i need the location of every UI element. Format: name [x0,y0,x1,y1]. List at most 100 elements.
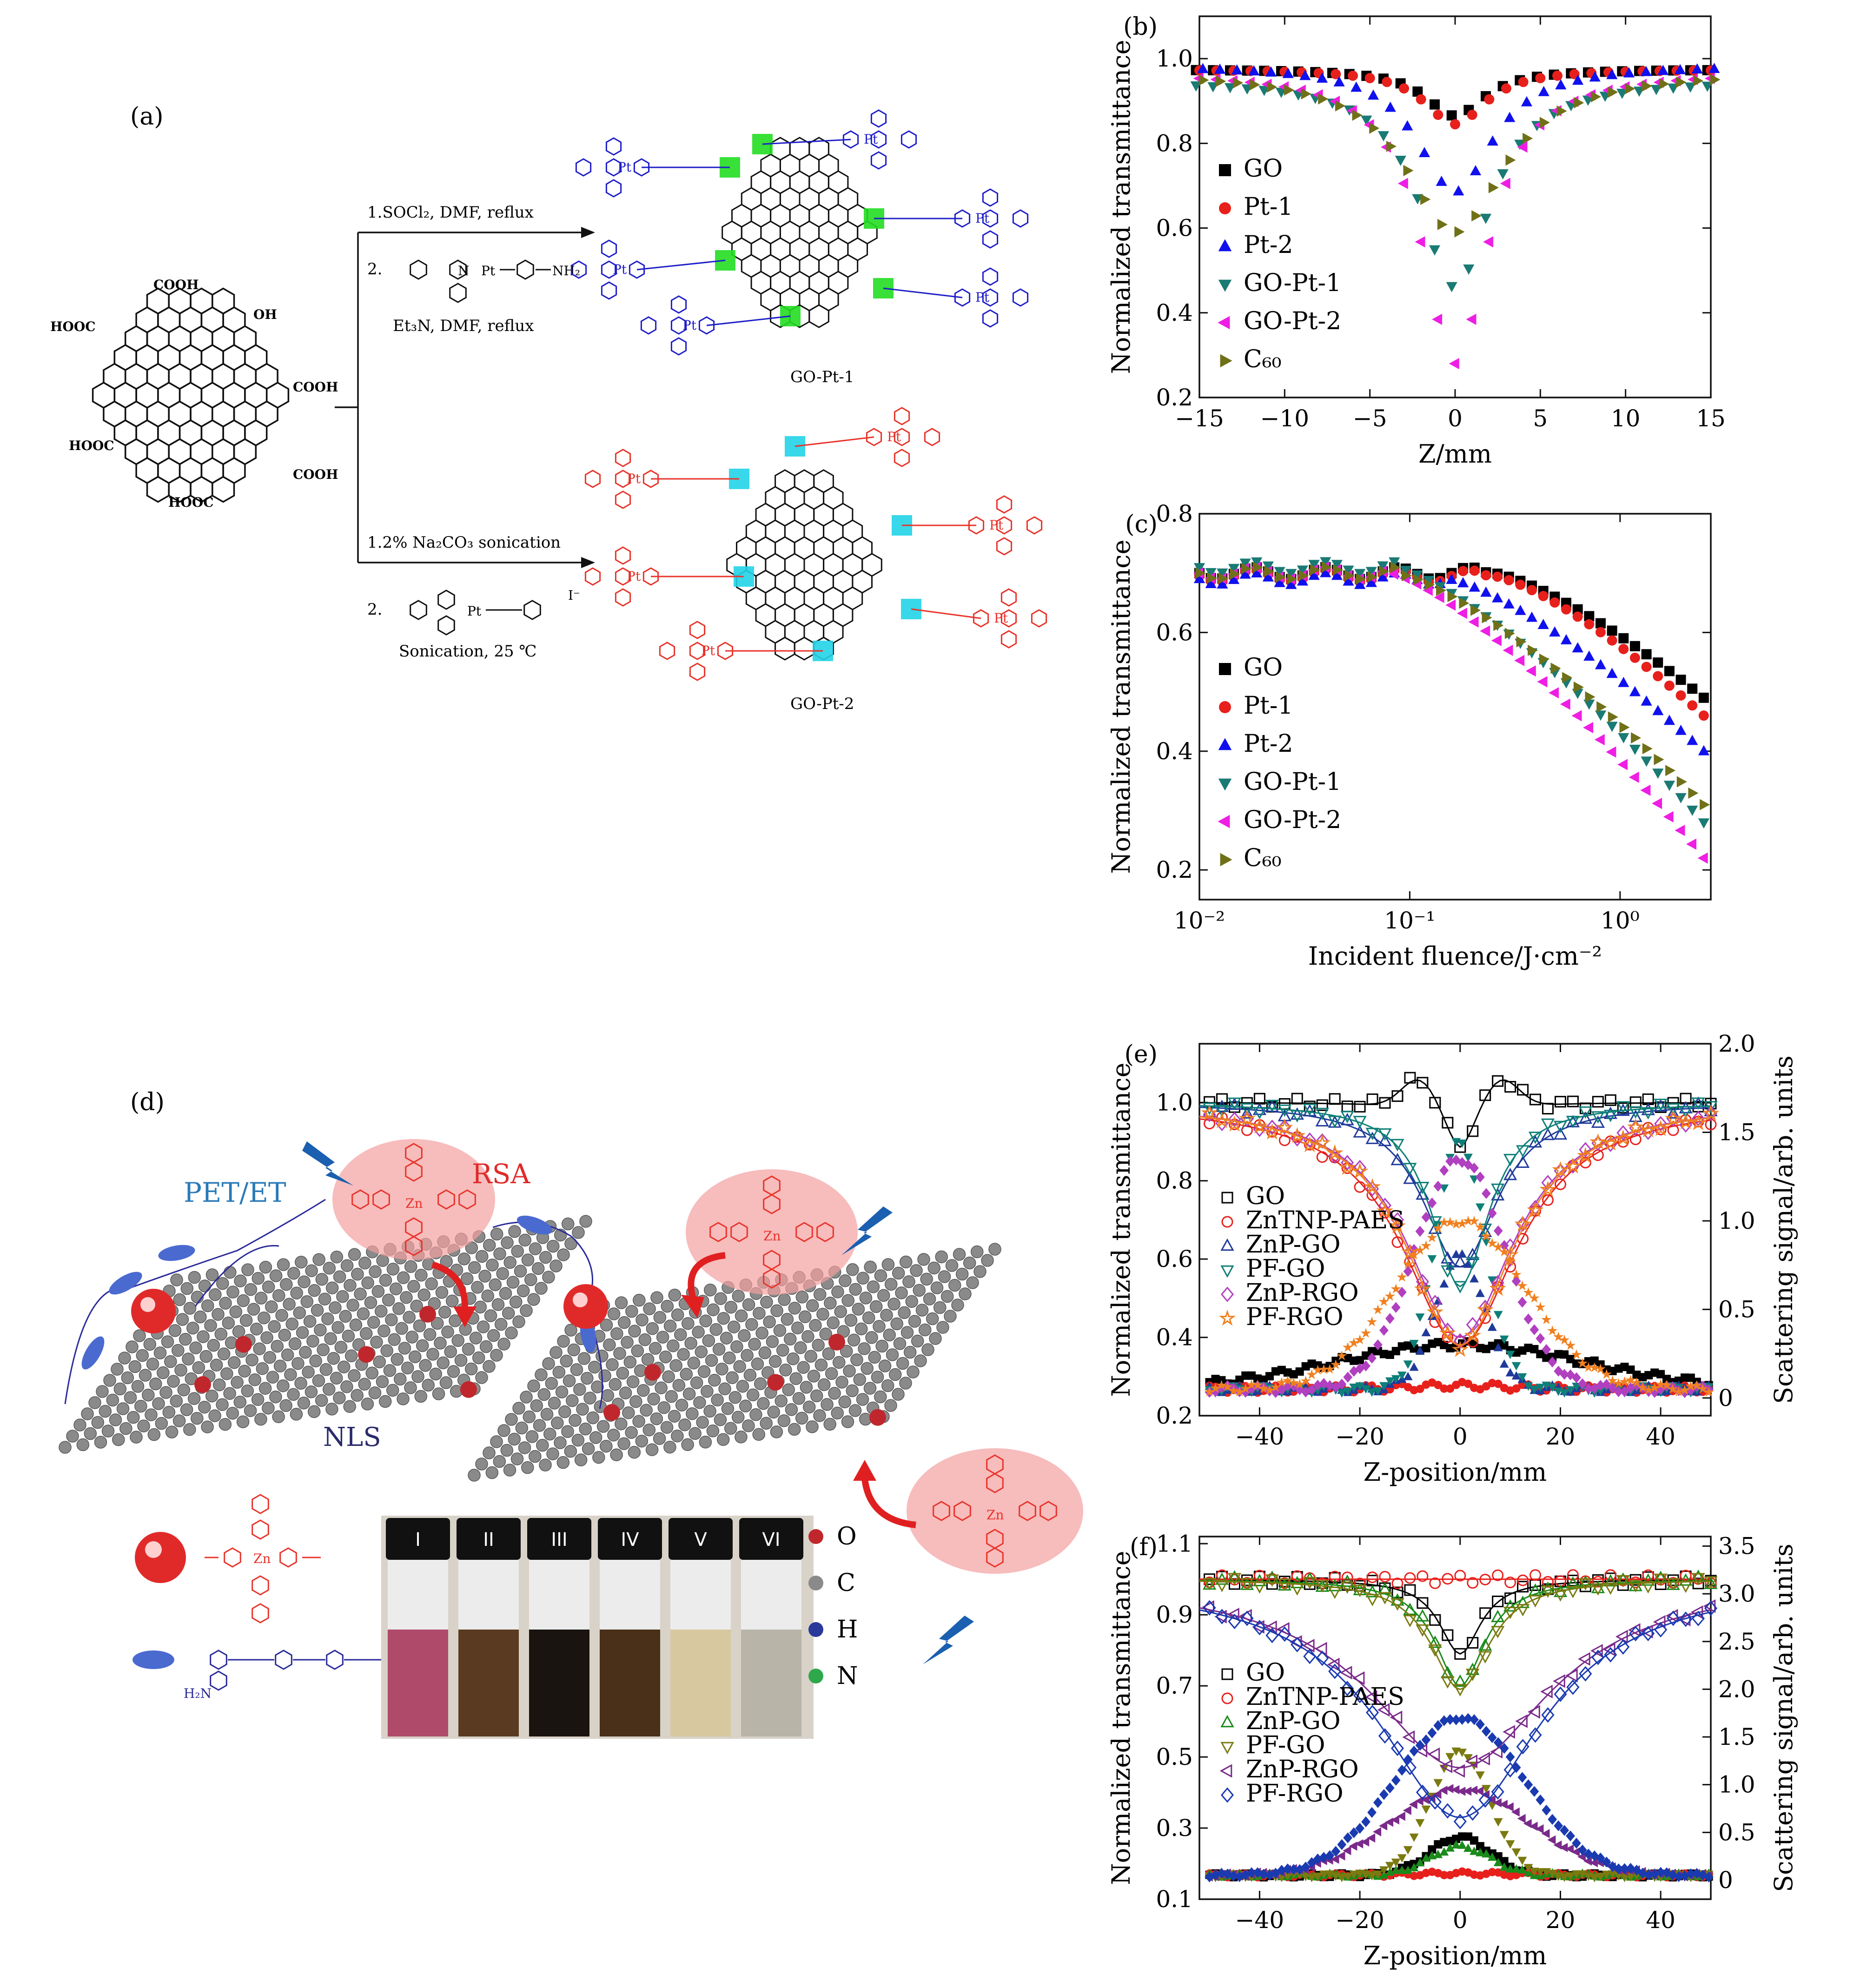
data-point [1227,1097,1242,1110]
carbon-atom [266,1371,279,1384]
step2-reagent-structure [410,590,541,636]
carbon-atom [444,1345,457,1358]
data-point [1620,1874,1629,1882]
carbon-atom [586,1411,600,1425]
data-point [1308,570,1320,580]
carbon-atom [551,1416,564,1430]
data-point [1583,722,1594,734]
data-point [1445,1843,1455,1852]
data-point [1295,1864,1304,1875]
data-point [1631,1377,1642,1387]
carbon-atom [546,1239,560,1253]
data-point [1464,1326,1481,1343]
data-point [1469,581,1480,592]
data-point [1468,616,1479,628]
data-point [1206,572,1217,584]
plot-frame [1198,1536,1712,1900]
data-point [1602,1856,1611,1868]
vial: IV [598,1518,662,1736]
carbon-atom [411,1370,424,1383]
data-point [1341,1681,1354,1696]
data-point [1675,690,1686,701]
carbon-atom [703,1405,716,1418]
series-GO-Pt-2 [1193,561,1708,864]
data-point [1606,722,1618,732]
data-point [1328,1115,1342,1128]
data-point [1523,1313,1533,1325]
carbon-atom [856,1393,869,1406]
data-point [1539,653,1549,665]
data-point [1343,1846,1351,1855]
data-point [1516,1145,1530,1158]
data-point [1220,354,1232,368]
carbon-atom [468,1469,481,1482]
data-point [1324,1364,1335,1374]
carbon-atom [247,1303,260,1316]
data-point [1215,1572,1229,1585]
data-point [1692,1577,1704,1590]
carbon-atom [643,1302,656,1315]
data-point [1666,1578,1680,1590]
data-point [1253,1570,1265,1582]
carbon-atom [323,1261,336,1275]
data-point [1529,1292,1540,1303]
data-point [1490,1745,1503,1759]
data-point [1442,1629,1454,1641]
data-point [1439,1324,1456,1341]
data-point [1553,1589,1568,1602]
carbon-atom [76,1438,90,1451]
carbon-atom [582,1442,595,1455]
carbon-atom [497,1338,510,1351]
y-axis-label: Normalized transmittance [1106,540,1136,874]
data-point [1355,1334,1365,1345]
data-point [1571,1847,1580,1857]
legend-entry: Pt-2 [1244,730,1293,758]
data-point [1424,579,1435,590]
data-point [1571,1349,1582,1359]
legend-entry: PF-RGO [1246,1780,1344,1808]
porphyrin-structures [351,1143,1057,1568]
carbon-atom [73,1418,86,1431]
carbon-atom [732,1289,745,1303]
data-point [1476,1301,1494,1318]
carbon-atom [305,1385,318,1398]
data-point [1427,1747,1440,1761]
data-point [1391,1865,1401,1874]
pt-atom-label: Pt [701,643,715,658]
reagent1-n-label: N [458,263,470,278]
data-point [1475,1221,1485,1232]
carbon-atom [539,1458,552,1471]
porphyrin-spheres [131,1284,608,1333]
carbon-atom [908,1315,921,1328]
data-point [1614,1863,1623,1875]
carbon-atom [404,1260,417,1273]
carbon-atom [429,1367,442,1381]
data-point [1691,1380,1702,1390]
pt-atom-label: Pt [627,569,641,584]
data-point [1282,1375,1293,1385]
data-point [1641,695,1652,706]
data-point [1373,1387,1383,1396]
data-point [1457,1218,1468,1228]
carbon-atom [437,1356,450,1370]
carbon-atom [354,1287,367,1301]
carbon-atom [222,1316,235,1330]
lightning-icon [923,1616,974,1664]
carbon-atom [903,1345,917,1359]
carbon-atom [395,1322,408,1335]
data-point [1310,564,1320,576]
carbon-atom [128,1360,142,1373]
data-point [1466,1805,1479,1821]
data-point [1640,784,1651,796]
data-point [1409,1863,1419,1872]
y2-tick-label: 3.5 [1718,1533,1755,1560]
data-point [1541,1118,1555,1131]
carbon-atom [343,1400,356,1413]
carbon-atom [831,1406,844,1420]
pt-atom-label: Pt [627,471,641,486]
carbon-atom [607,1428,620,1442]
data-point [1470,604,1481,616]
carbon-atom [545,1377,558,1390]
data-point [1641,662,1652,672]
carbon-atom [823,1418,836,1431]
